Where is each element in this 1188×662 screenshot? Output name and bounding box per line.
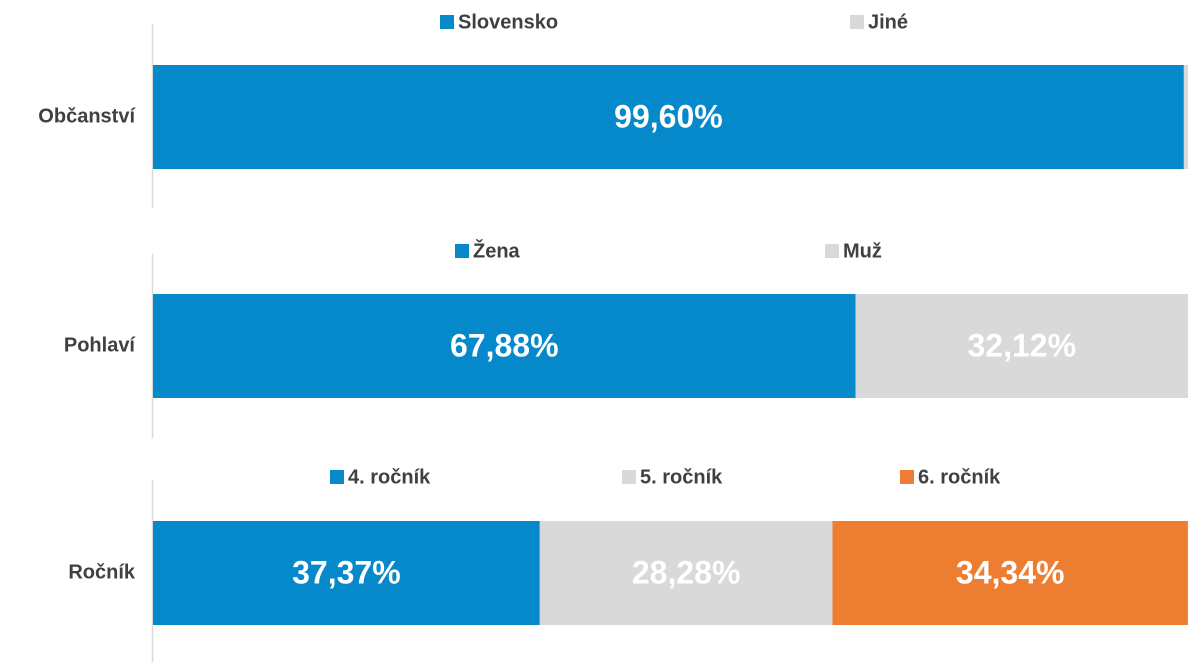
value-label: 67,88% [450,327,559,363]
legend-label: Jiné [868,11,908,33]
category-label: Pohlaví [64,334,137,356]
legend-label: Muž [843,240,882,262]
legend-swatch [850,15,864,29]
legend-label: 4. ročník [348,466,431,488]
value-label: 99,60% [614,98,723,134]
bar-segment [153,521,540,625]
legend-label: Slovensko [458,11,558,33]
bar-segment [153,294,856,398]
bar-segment [539,521,833,625]
legend-swatch [900,470,914,484]
category-label: Ročník [68,561,136,583]
value-label: 28,28% [632,554,741,590]
legend-swatch [622,470,636,484]
legend-label: Žena [473,238,521,262]
legend-label: 5. ročník [640,466,723,488]
legend-label: 6. ročník [918,466,1001,488]
legend-swatch [825,244,839,258]
legend-swatch [455,244,469,258]
value-label: 37,37% [292,554,401,590]
category-label: Občanství [38,105,136,127]
value-label: 32,12% [968,327,1077,363]
bar-segment [1183,65,1188,169]
value-label: 34,34% [956,554,1065,590]
legend-swatch [440,15,454,29]
bar-segment [153,65,1184,169]
bar-segment [855,294,1188,398]
bar-segment [832,521,1188,625]
legend-swatch [330,470,344,484]
